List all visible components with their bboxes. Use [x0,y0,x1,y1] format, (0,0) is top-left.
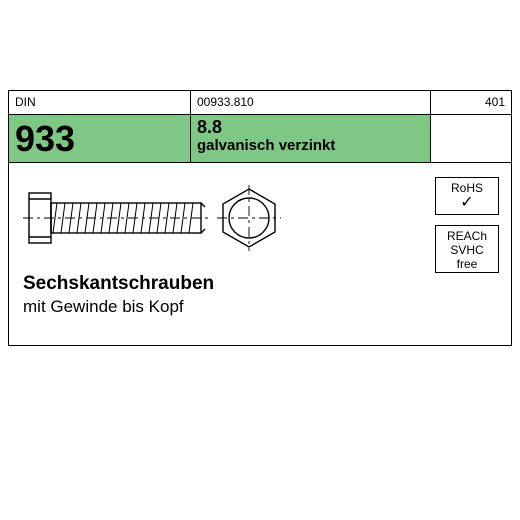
rohs-badge: RoHS ✓ [435,177,499,215]
band-blank-cell [431,115,511,162]
reach-badge: REACh SVHC free [435,225,499,273]
canvas: DIN 00933.810 401 933 8.8 galvanisch ver… [0,0,520,520]
reach-line3: free [436,257,498,271]
strength-grade: 8.8 [197,117,424,137]
header-article-number: 00933.810 [191,91,431,114]
standard-number: 933 [15,117,184,161]
description-block: Sechskantschrauben mit Gewinde bis Kopf [23,273,214,317]
spec-card: DIN 00933.810 401 933 8.8 galvanisch ver… [8,90,512,346]
check-icon: ✓ [436,195,498,211]
reach-line2: SVHC [436,243,498,257]
description-line2: mit Gewinde bis Kopf [23,297,214,317]
bolt-drawing [23,177,283,259]
reach-line1: REACh [436,229,498,243]
header-code-right: 401 [431,91,511,114]
header-row: DIN 00933.810 401 [9,91,511,115]
header-standard-label: DIN [9,91,191,114]
grade-finish-cell: 8.8 galvanisch verzinkt [191,115,431,162]
card-body: Sechskantschrauben mit Gewinde bis Kopf … [9,163,511,345]
surface-finish: galvanisch verzinkt [197,137,424,155]
description-line1: Sechskantschrauben [23,273,214,295]
standard-band: 933 8.8 galvanisch verzinkt [9,115,511,163]
standard-number-cell: 933 [9,115,191,162]
rohs-label: RoHS [436,181,498,195]
